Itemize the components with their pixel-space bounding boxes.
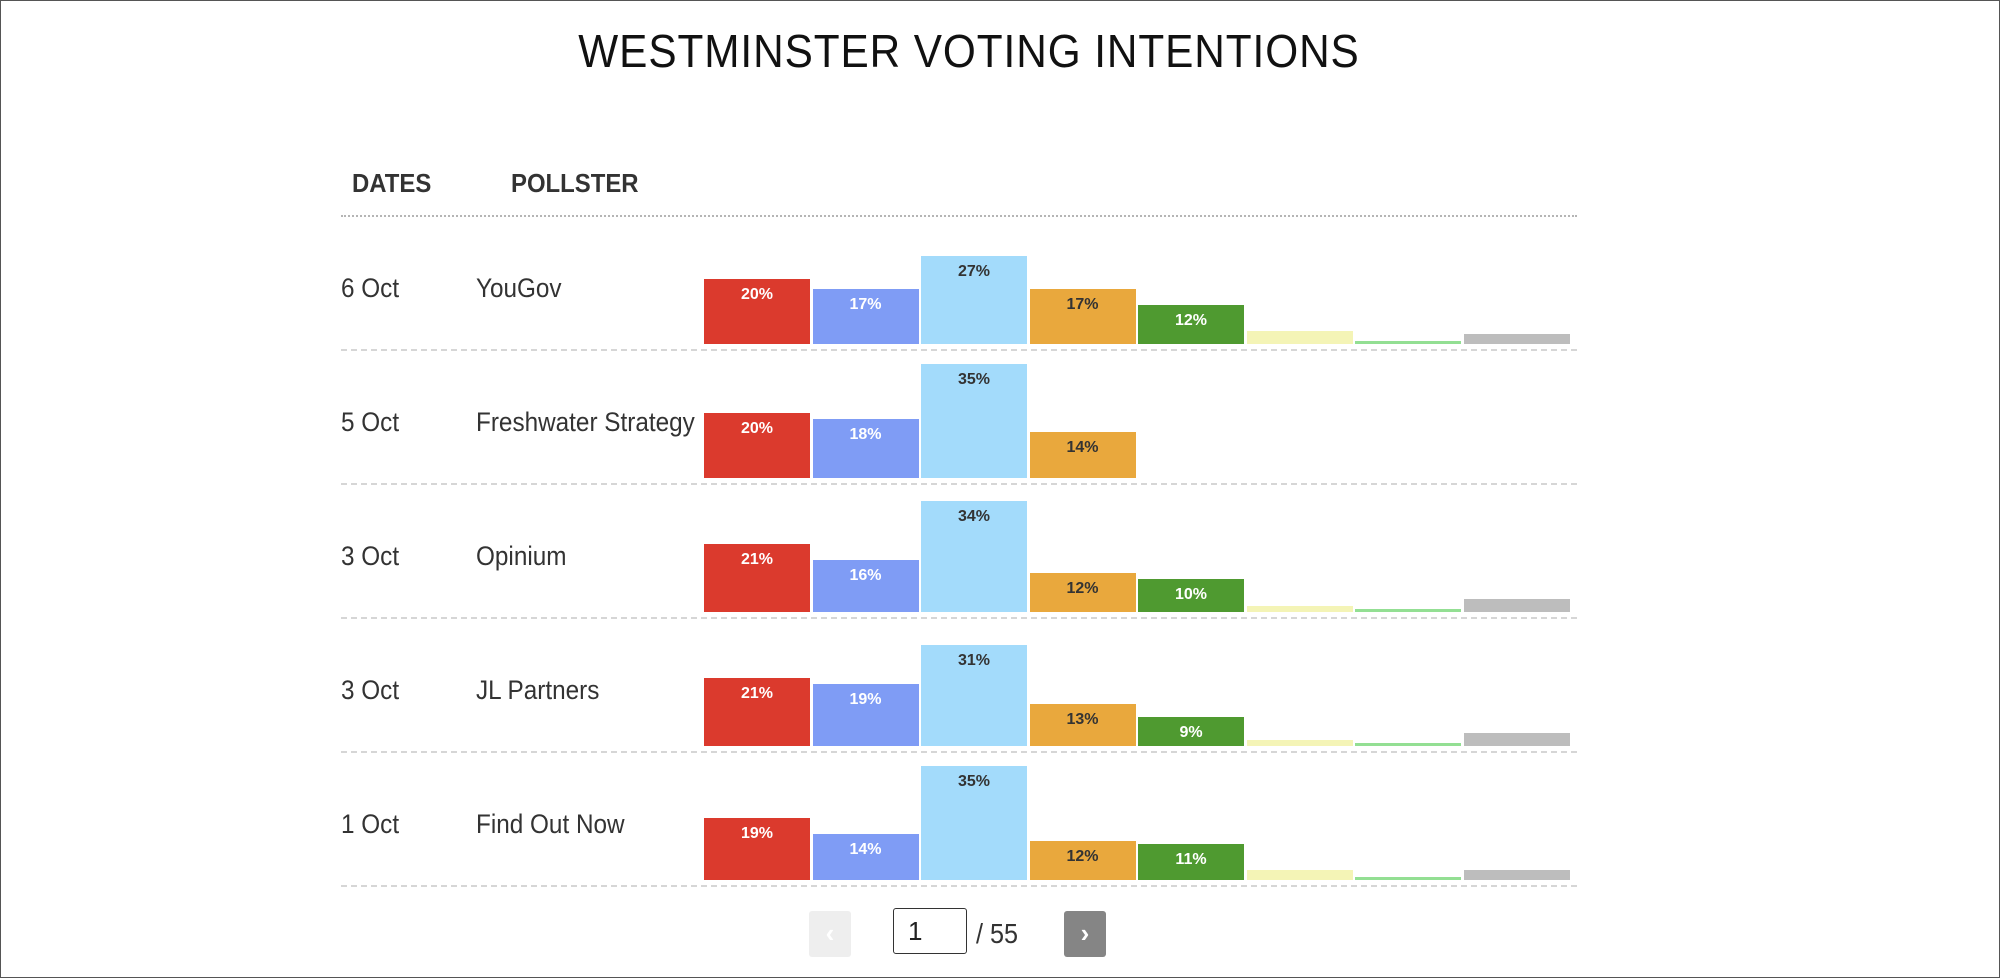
- chart-title: WESTMINSTER VOTING INTENTIONS: [578, 25, 1360, 77]
- bar-value-label: 18%: [849, 426, 882, 444]
- vote-bar: [1463, 598, 1570, 612]
- prev-page-button[interactable]: ‹: [809, 911, 851, 957]
- bar-value-label: 20%: [740, 419, 774, 437]
- vote-bar: 12%: [1029, 840, 1136, 880]
- vote-bar: [1463, 334, 1570, 344]
- vote-bar: 18%: [812, 419, 919, 478]
- poll-row: 5 Oct Freshwater Strategy 20% 18% 35% 14%: [0, 351, 2000, 485]
- bar-value-label: 14%: [849, 841, 882, 859]
- vote-bar: [1246, 870, 1353, 880]
- vote-bar: 17%: [1029, 288, 1136, 344]
- row-divider: [341, 349, 1577, 351]
- vote-bar: 16%: [812, 559, 919, 612]
- column-header-dates: DATES: [352, 168, 432, 198]
- vote-bar: 35%: [921, 766, 1027, 880]
- poll-date: 3 Oct: [341, 541, 400, 571]
- row-divider: [341, 751, 1577, 753]
- poll-row: 6 Oct YouGov 20% 17% 27% 17% 12%: [0, 217, 2000, 351]
- vote-bar: 21%: [704, 543, 810, 612]
- poll-pollster: JL Partners: [476, 675, 600, 705]
- vote-bar: [1463, 870, 1570, 880]
- vote-bar: 20%: [704, 278, 810, 344]
- vote-bar: 11%: [1138, 844, 1244, 880]
- vote-bar: [1355, 340, 1461, 344]
- bar-value-label: 17%: [849, 295, 882, 313]
- bar-value-label: 19%: [740, 825, 774, 843]
- vote-bar: 21%: [704, 677, 810, 746]
- poll-pollster: Find Out Now: [476, 809, 625, 839]
- poll-row: 1 Oct Find Out Now 19% 14% 35% 12% 11%: [0, 753, 2000, 887]
- bar-value-label: 9%: [1179, 723, 1203, 741]
- row-divider: [341, 483, 1577, 485]
- vote-bar: 34%: [921, 501, 1027, 612]
- bar-value-label: 12%: [1174, 311, 1208, 329]
- column-header-pollster: POLLSTER: [511, 168, 639, 198]
- bar-value-label: 31%: [957, 652, 991, 670]
- bar-value-label: 11%: [1175, 851, 1207, 869]
- vote-bar: 10%: [1138, 579, 1244, 612]
- vote-bar: 27%: [921, 256, 1027, 344]
- vote-bar: 13%: [1029, 703, 1136, 746]
- vote-bar: 14%: [812, 834, 919, 880]
- vote-bar: [1246, 330, 1353, 344]
- vote-bar: 19%: [704, 818, 810, 880]
- vote-bar: [1355, 609, 1461, 612]
- bar-value-label: 12%: [1066, 847, 1099, 865]
- bar-value-label: 19%: [849, 691, 882, 709]
- bar-value-label: 12%: [1066, 579, 1099, 597]
- bar-value-label: 27%: [957, 263, 991, 281]
- poll-date: 1 Oct: [341, 809, 400, 839]
- poll-date: 6 Oct: [341, 273, 400, 303]
- vote-bar: [1463, 732, 1570, 746]
- row-divider: [341, 617, 1577, 619]
- bar-value-label: 10%: [1174, 586, 1208, 604]
- header-divider: [341, 215, 1577, 217]
- bar-value-label: 35%: [957, 371, 991, 388]
- vote-bar: [1355, 876, 1461, 880]
- bar-value-label: 20%: [740, 285, 774, 303]
- bar-value-label: 13%: [1066, 710, 1099, 728]
- bar-value-label: 35%: [957, 773, 991, 790]
- poll-pollster: Opinium: [476, 541, 567, 571]
- row-divider: [341, 885, 1577, 887]
- vote-bar: 9%: [1138, 716, 1244, 746]
- page-total: / 55: [976, 918, 1019, 949]
- bar-value-label: 34%: [957, 508, 991, 526]
- vote-bar: [1246, 739, 1353, 746]
- poll-pollster: YouGov: [476, 273, 562, 303]
- vote-bar: 35%: [921, 364, 1027, 478]
- vote-bar: 17%: [812, 288, 919, 344]
- vote-bar: 14%: [1029, 432, 1136, 478]
- poll-date: 3 Oct: [341, 675, 400, 705]
- vote-bar: [1246, 605, 1353, 612]
- vote-bar: 20%: [704, 412, 810, 478]
- bar-value-label: 16%: [849, 566, 882, 584]
- vote-bar: 12%: [1029, 572, 1136, 612]
- poll-row: 3 Oct JL Partners 21% 19% 31% 13% 9%: [0, 619, 2000, 753]
- bar-value-label: 17%: [1066, 295, 1099, 313]
- vote-bar: 12%: [1138, 304, 1244, 344]
- vote-bar: 19%: [812, 684, 919, 746]
- poll-pollster: Freshwater Strategy: [476, 407, 695, 437]
- bar-value-label: 21%: [740, 550, 774, 568]
- bar-value-label: 21%: [740, 684, 774, 702]
- next-page-button[interactable]: ›: [1064, 911, 1106, 957]
- poll-date: 5 Oct: [341, 407, 400, 437]
- vote-bar: 31%: [921, 645, 1027, 746]
- bar-value-label: 14%: [1066, 439, 1099, 457]
- poll-row: 3 Oct Opinium 21% 16% 34% 12% 10%: [0, 485, 2000, 619]
- vote-bar: [1355, 742, 1461, 746]
- page-number-input[interactable]: [893, 908, 967, 954]
